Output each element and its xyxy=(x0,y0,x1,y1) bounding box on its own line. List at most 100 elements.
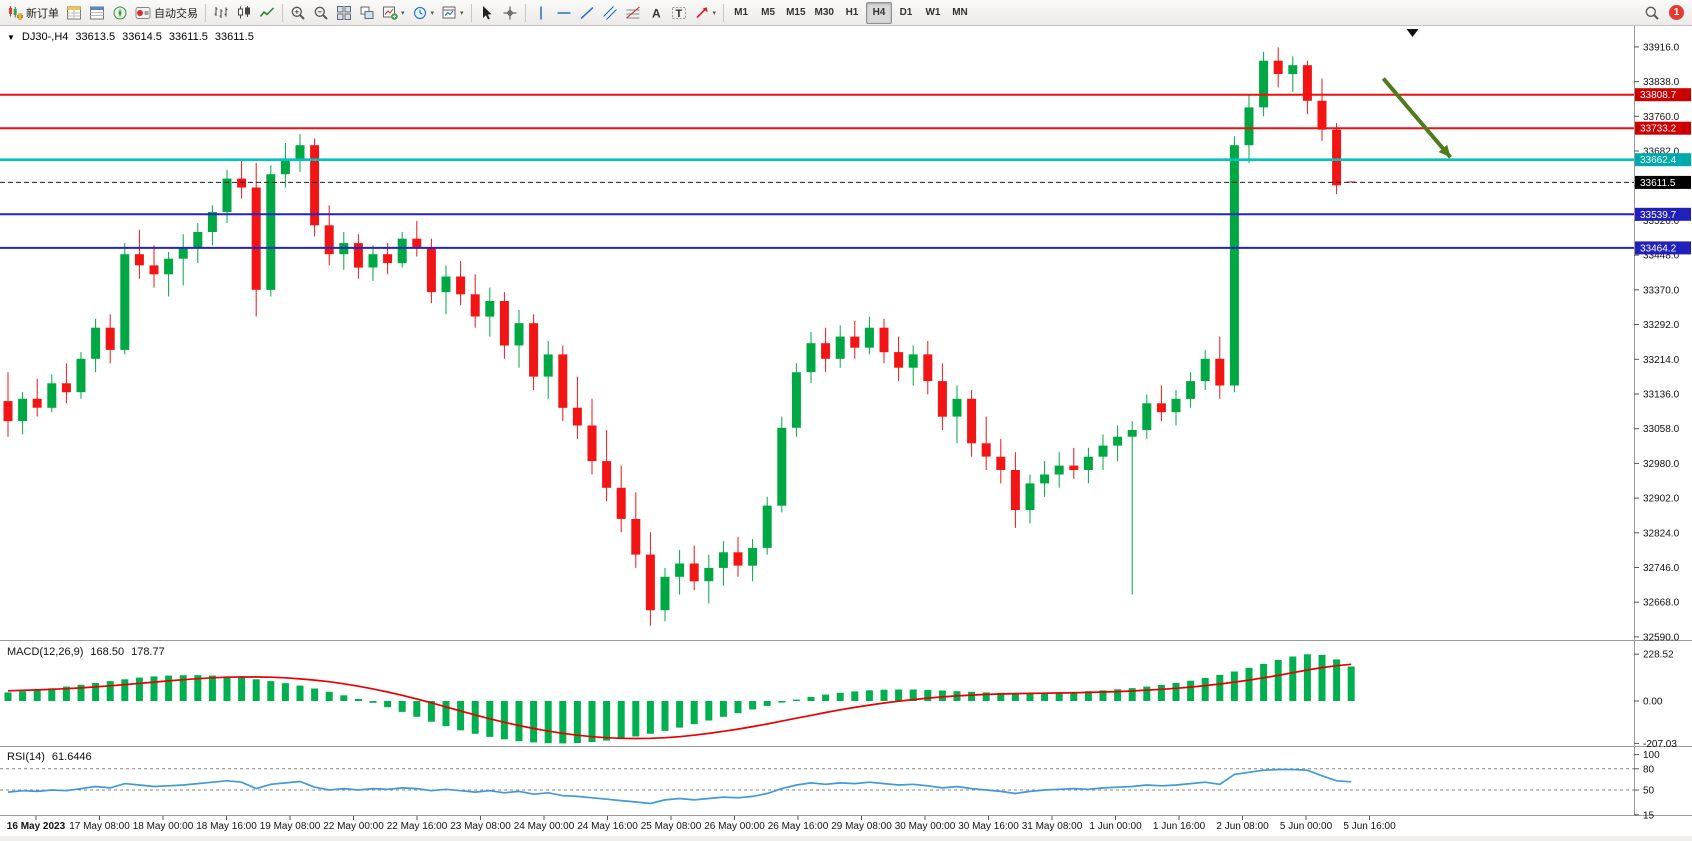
clock-icon xyxy=(413,6,426,19)
candle-body xyxy=(660,576,670,611)
candle-body xyxy=(748,547,758,566)
new-order-button[interactable]: 新订单 xyxy=(4,2,62,24)
horizontal-line-icon xyxy=(557,11,571,14)
horizontal-line-tool-button[interactable] xyxy=(553,2,575,24)
autotrading-label: 自动交易 xyxy=(154,7,198,20)
candle-body xyxy=(514,323,524,346)
arrows-tool-button[interactable]: ▾ xyxy=(691,2,720,24)
candle-body xyxy=(149,265,159,275)
price-axis-label: 32590.0 xyxy=(1643,632,1680,643)
price-line-box[interactable] xyxy=(1635,88,1691,102)
zoom-in-button[interactable] xyxy=(287,2,309,24)
candle-body xyxy=(806,343,816,373)
templates-button[interactable]: ▾ xyxy=(438,2,467,24)
price-line-box[interactable] xyxy=(1635,121,1691,135)
time-axis-label: 25 May 08:00 xyxy=(641,821,702,832)
candle-body xyxy=(631,519,641,555)
timeframe-h1-button[interactable]: H1 xyxy=(839,2,865,24)
arrow-tool-icon xyxy=(695,6,708,18)
price-line-box[interactable] xyxy=(1635,241,1691,255)
candle-body xyxy=(1186,381,1196,399)
macd-histogram-bar xyxy=(1201,678,1209,701)
price-line-box[interactable] xyxy=(1635,207,1691,221)
zoom-in-icon xyxy=(291,6,305,20)
chart-symbol-period: DJ30-,H4 xyxy=(21,31,69,43)
new-chart-button[interactable]: ▾ xyxy=(379,2,408,24)
timeframe-m15-button[interactable]: M15 xyxy=(782,2,809,24)
periods-button[interactable]: ▾ xyxy=(409,2,438,24)
price-line-label: 33733.2 xyxy=(1640,124,1677,135)
macd-histogram-bar xyxy=(1260,663,1268,701)
macd-histogram-bar xyxy=(354,699,362,701)
search-button[interactable] xyxy=(1641,2,1663,24)
macd-histogram-bar xyxy=(530,701,538,743)
candle-body xyxy=(310,145,320,226)
new-chart-icon xyxy=(383,6,398,20)
trendline-icon xyxy=(580,6,594,19)
candle-body xyxy=(1200,358,1210,381)
macd-histogram-bar xyxy=(1128,688,1136,701)
price-line-box[interactable] xyxy=(1635,153,1691,167)
bar-chart-mode-button[interactable] xyxy=(210,2,232,24)
new-order-label: 新订单 xyxy=(26,7,59,20)
timeframe-mn-button[interactable]: MN xyxy=(947,2,973,24)
candle-body xyxy=(762,505,772,548)
price-line-label: 33464.2 xyxy=(1640,243,1677,254)
trend-arrow[interactable] xyxy=(1381,77,1453,159)
macd-histogram-bar xyxy=(165,675,173,701)
candle-body xyxy=(222,178,232,212)
zoom-out-button[interactable] xyxy=(310,2,332,24)
channel-tool-button[interactable] xyxy=(599,2,621,24)
price-axis-label: 33058.0 xyxy=(1643,424,1680,435)
candle-body xyxy=(996,456,1006,470)
market-watch-button[interactable] xyxy=(63,2,85,24)
notification-badge[interactable]: 1 xyxy=(1669,5,1684,20)
cascade-windows-button[interactable] xyxy=(356,2,378,24)
zoom-out-icon xyxy=(314,6,328,20)
label-tool-button[interactable]: T xyxy=(668,2,690,24)
price-line-label: 33539.7 xyxy=(1640,210,1677,221)
candle-body xyxy=(1346,181,1356,183)
market-watch-icon xyxy=(67,6,81,19)
candle-body xyxy=(353,243,363,268)
macd-histogram-bar xyxy=(807,696,815,701)
candle-body xyxy=(1302,65,1312,101)
timeframe-m5-button[interactable]: M5 xyxy=(755,2,781,24)
candle-body xyxy=(572,407,582,426)
tile-windows-button[interactable] xyxy=(333,2,355,24)
template-icon xyxy=(442,6,456,18)
fibonacci-tool-button[interactable] xyxy=(622,2,644,24)
timeframe-m1-button[interactable]: M1 xyxy=(728,2,754,24)
candle-body xyxy=(1010,470,1020,510)
data-window-button[interactable] xyxy=(86,2,108,24)
text-tool-button[interactable]: A xyxy=(645,2,667,24)
timefram e-h4-button[interactable]: H4 xyxy=(865,1,892,24)
candle-body xyxy=(397,238,407,264)
rsi-title: RSI(14) xyxy=(7,751,45,763)
candle-body xyxy=(1142,403,1152,430)
macd-histogram-bar xyxy=(544,701,552,744)
macd-main-value: 168.50 xyxy=(90,646,125,658)
macd-histogram-bar xyxy=(836,692,844,701)
rsi-line xyxy=(7,768,1352,805)
ohlc-low: 33611.5 xyxy=(168,31,208,43)
vertical-line-tool-button[interactable] xyxy=(530,2,552,24)
timeframe-d1-button[interactable]: D1 xyxy=(893,2,919,24)
cursor-tool-button[interactable] xyxy=(476,2,498,24)
chart-shift-marker[interactable] xyxy=(1406,29,1419,37)
candlestick-mode-button[interactable] xyxy=(233,2,255,24)
autotrading-button[interactable]: 自动交易 xyxy=(132,2,201,24)
one-click-collapse-icon[interactable]: ▼ xyxy=(7,32,15,42)
rsi-axis-label: 80 xyxy=(1643,764,1655,775)
macd-histogram-bar xyxy=(208,675,216,701)
line-chart-mode-button[interactable] xyxy=(256,2,278,24)
navigator-button[interactable] xyxy=(109,2,131,24)
candle-body xyxy=(412,238,422,248)
price-axis-label: 32668.0 xyxy=(1643,598,1680,609)
timeframe-m30-button[interactable]: M30 xyxy=(811,2,838,24)
macd-histogram-bar xyxy=(223,676,231,701)
crosshair-tool-button[interactable] xyxy=(499,2,521,24)
timeframe-w1-button[interactable]: W1 xyxy=(920,2,946,24)
trendline-tool-button[interactable] xyxy=(576,2,598,24)
